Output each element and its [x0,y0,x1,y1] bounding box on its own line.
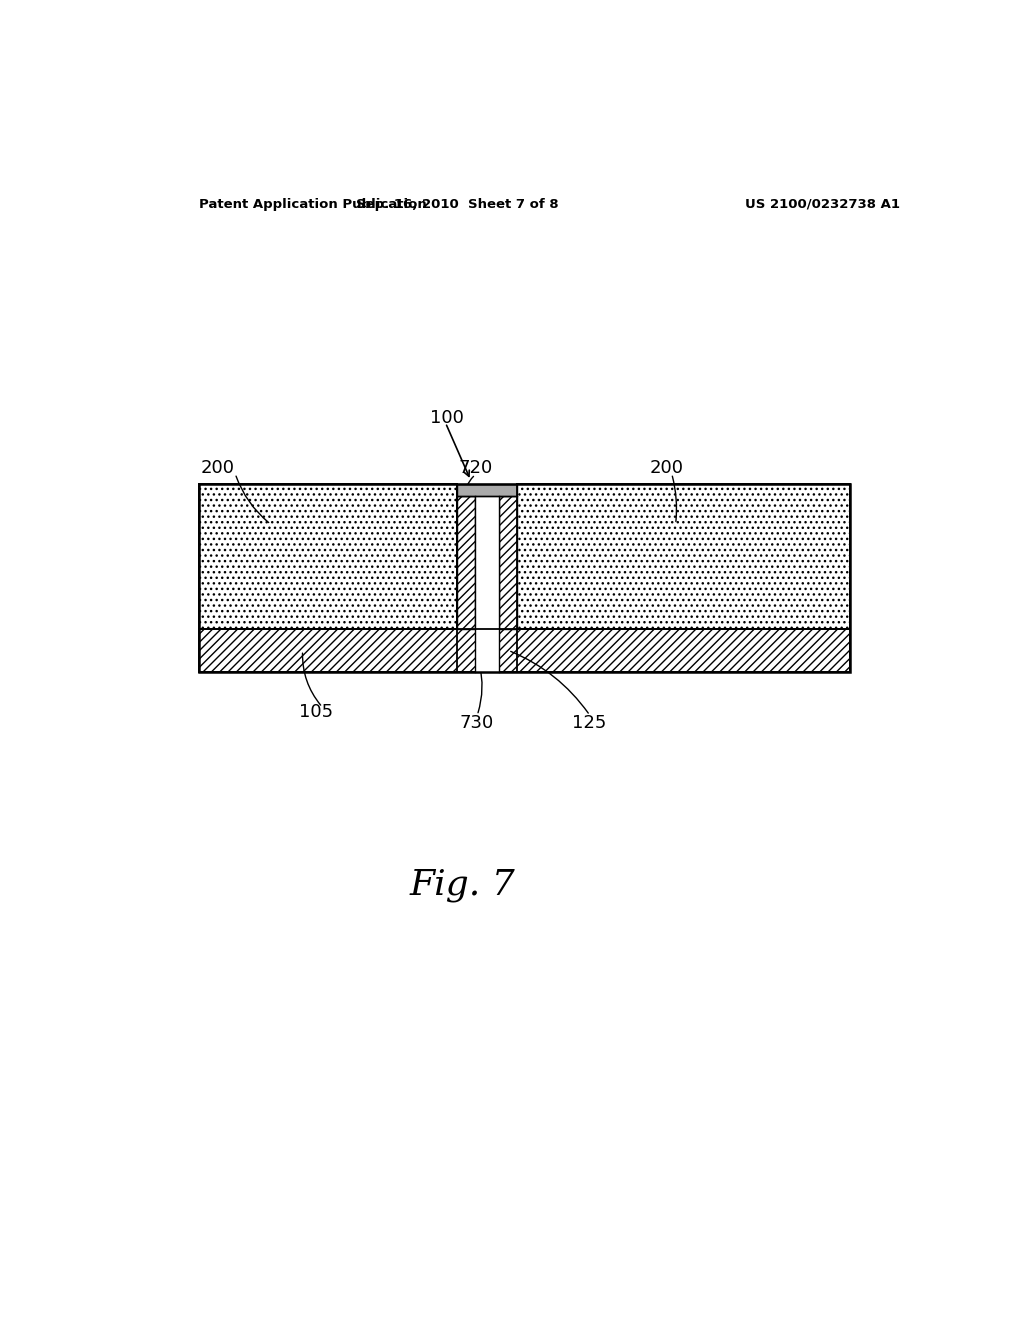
Text: Sep. 16, 2010  Sheet 7 of 8: Sep. 16, 2010 Sheet 7 of 8 [356,198,559,211]
Text: US 2100/0232738 A1: US 2100/0232738 A1 [744,198,900,211]
Bar [458,483,517,496]
Text: 200: 200 [649,459,683,478]
Text: Patent Application Publication: Patent Application Publication [200,198,427,211]
Text: 200: 200 [201,459,236,478]
Text: 125: 125 [572,714,607,731]
Bar [475,482,500,672]
Bar [200,630,850,672]
Bar [200,483,458,630]
Text: 730: 730 [460,714,494,731]
Text: 105: 105 [299,704,333,721]
Bar [458,496,475,630]
Bar [500,496,517,630]
Bar [517,483,850,630]
Text: 100: 100 [430,409,464,426]
Bar [200,483,850,672]
Text: Fig. 7: Fig. 7 [410,869,515,902]
Text: 720: 720 [459,459,494,478]
